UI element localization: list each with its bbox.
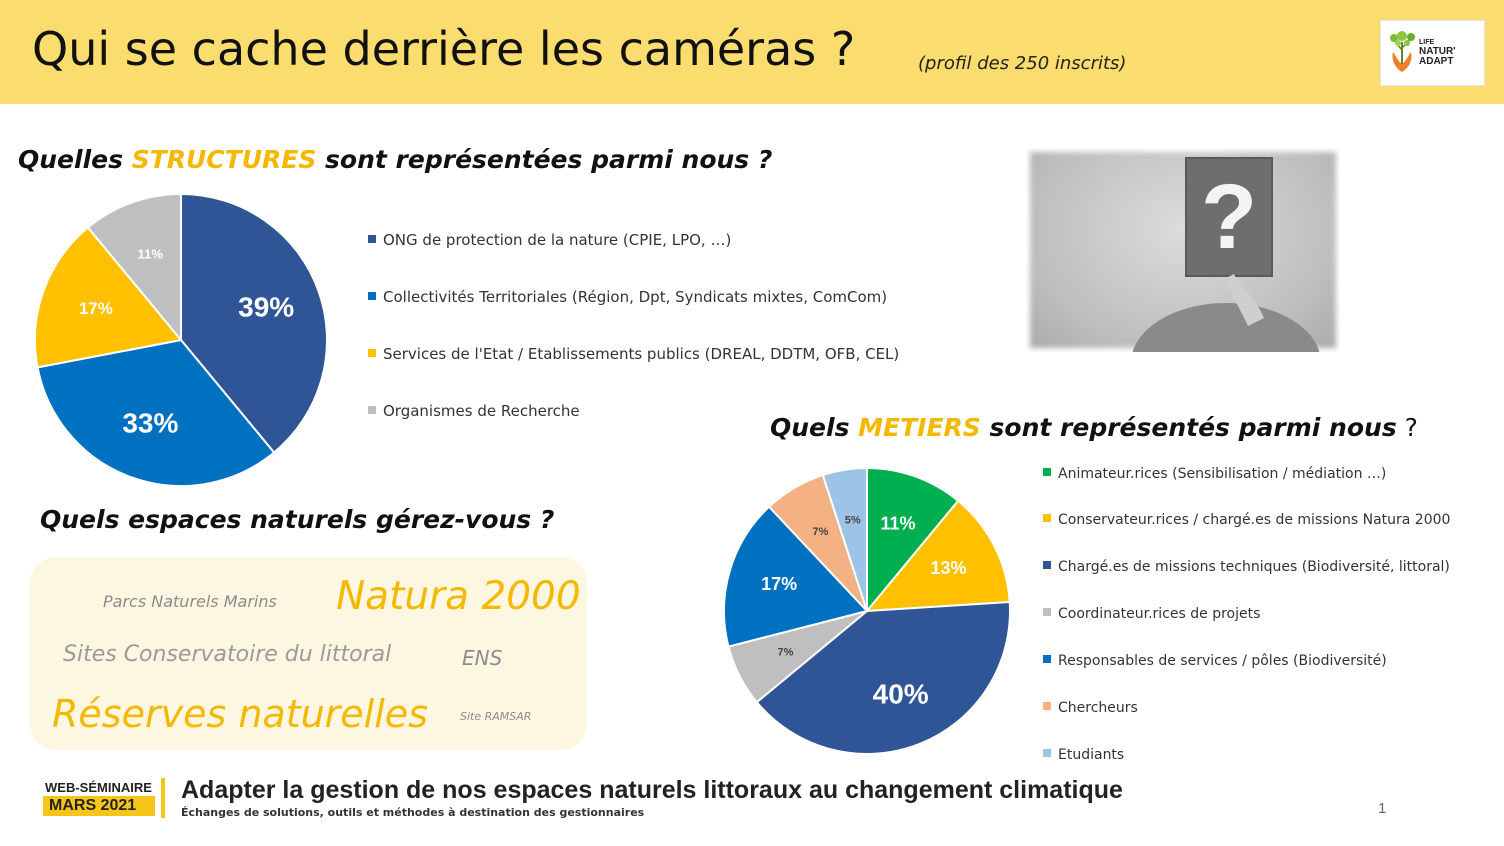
pie-slice [755, 600, 1011, 755]
pie-slice [864, 499, 1011, 613]
word-cloud-item: ENS [462, 646, 503, 670]
word-cloud-item: Site RAMSAR [460, 710, 532, 723]
word-cloud-item: Parcs Naturels Marins [103, 592, 277, 611]
title-bar: Qui se cache derrière les caméras ? (pro… [0, 0, 1504, 104]
metiers-pie-chart: 11% 13% 40% 7% 17% 7% 5% [723, 466, 1011, 755]
legend-label: Chargé.es de missions techniques (Biodiv… [1058, 559, 1450, 575]
structures-pie-chart: 39% 33% 17% 11% [34, 192, 328, 487]
pie-slice-label: 40% [873, 678, 929, 709]
legend-swatch [1043, 655, 1051, 663]
footer-divider [161, 778, 165, 818]
pie-slice-label: 17% [79, 299, 113, 318]
metiers-legend-item: Responsables de services / pôles (Biodiv… [1043, 653, 1387, 669]
legend-swatch [1043, 468, 1051, 476]
legend-label: Etudiants [1058, 747, 1125, 763]
structures-heading-accent: STRUCTURES [131, 145, 317, 174]
logo-line-1: LIFE [1419, 39, 1435, 46]
metiers-heading: Quels METIERS sont représentés parmi nou… [770, 413, 1418, 442]
pie-slice-label: 11% [138, 246, 164, 261]
pie-slice-label: 11% [880, 514, 915, 534]
badge-top-label: WEB-SÉMINAIRE [45, 780, 152, 795]
person-holding-question-card-icon: ? [1132, 157, 1320, 352]
metiers-legend-item: Chercheurs [1043, 700, 1138, 716]
word-cloud-item: Sites Conservatoire du littoral [63, 642, 392, 667]
tree-hand-icon [1390, 31, 1415, 72]
legend-label: Coordinateur.rices de projets [1058, 606, 1261, 622]
footer-subtitle: Échanges de solutions, outils et méthode… [181, 806, 645, 819]
pie-slice-label: 5% [845, 515, 861, 527]
metiers-legend-item: Conservateur.rices / chargé.es de missio… [1043, 512, 1450, 528]
legend-label: Chercheurs [1058, 700, 1138, 716]
legend-label: Collectivités Territoriales (Région, Dpt… [383, 288, 888, 306]
structures-heading: Quelles STRUCTURES sont représentées par… [18, 145, 772, 174]
legend-swatch [368, 349, 376, 357]
structures-legend-item: Services de l'Etat / Etablissements publ… [368, 345, 899, 363]
structures-legend-item: Collectivités Territoriales (Région, Dpt… [368, 288, 887, 306]
page-subtitle: (profil des 250 inscrits) [918, 53, 1127, 74]
structures-heading-pre: Quelles [18, 145, 132, 174]
legend-label: ONG de protection de la nature (CPIE, LP… [383, 231, 732, 249]
logo-line-3: ADAPT [1419, 56, 1454, 67]
metiers-legend-item: Animateur.rices (Sensibilisation / média… [1043, 466, 1386, 482]
structures-legend-item: ONG de protection de la nature (CPIE, LP… [368, 231, 731, 249]
pie-slice [36, 338, 276, 487]
question-glyph: ? [1201, 166, 1257, 268]
pie-slice [180, 192, 328, 454]
word-cloud-item: Natura 2000 [336, 574, 581, 619]
pie-slice [821, 466, 868, 612]
pie-slice [86, 192, 182, 343]
legend-label: Organismes de Recherche [383, 402, 580, 420]
legend-label: Services de l'Etat / Etablissements publ… [383, 345, 900, 363]
metiers-legend-item: Etudiants [1043, 747, 1124, 763]
pie-slice-label: 39% [238, 292, 294, 323]
logo-line-2: NATUR' [1419, 46, 1456, 57]
logo-text: LIFE NATUR' ADAPT [1419, 39, 1456, 67]
legend-swatch [1043, 608, 1051, 616]
pie-slice [866, 466, 960, 614]
pie-slice [723, 505, 869, 648]
legend-swatch [368, 406, 376, 414]
footer-title: Adapter la gestion de nos espaces nature… [181, 776, 1123, 804]
pie-slice-label: 7% [778, 646, 794, 658]
pie-slice-label: 33% [122, 408, 178, 439]
legend-swatch [368, 292, 376, 300]
web-seminaire-badge: WEB-SÉMINAIRE MARS 2021 [43, 780, 155, 816]
metiers-legend-item: Coordinateur.rices de projets [1043, 606, 1260, 622]
structures-legend-item: Organismes de Recherche [368, 402, 580, 420]
legend-swatch [1043, 561, 1051, 569]
life-natur-adapt-logo: LIFE NATUR' ADAPT [1380, 20, 1485, 86]
page-number: 1 [1378, 800, 1387, 817]
pie-slice-label: 17% [761, 574, 797, 594]
legend-swatch [368, 235, 376, 243]
word-cloud: Parcs Naturels Marins Natura 2000 Sites … [30, 557, 587, 750]
question-mark-photo: ? [1026, 148, 1340, 352]
legend-label: Responsables de services / pôles (Biodiv… [1058, 653, 1387, 669]
page-title: Qui se cache derrière les caméras ? [32, 22, 856, 76]
pie-slice [34, 226, 183, 369]
metiers-legend-item: Chargé.es de missions techniques (Biodiv… [1043, 559, 1450, 575]
legend-label: Animateur.rices (Sensibilisation / média… [1058, 466, 1387, 482]
pie-slice-label: 13% [931, 558, 967, 578]
structures-heading-post: sont représentées parmi nous ? [316, 145, 773, 174]
badge-date-label: MARS 2021 [43, 796, 155, 816]
legend-swatch [1043, 702, 1051, 710]
espaces-heading: Quels espaces naturels gérez-vous ? [40, 505, 555, 534]
metiers-heading-post: sont représentés parmi nous [980, 413, 1397, 442]
metiers-heading-end: ? [1396, 413, 1418, 442]
metiers-heading-accent: METIERS [858, 413, 981, 442]
legend-label: Conservateur.rices / chargé.es de missio… [1058, 512, 1451, 528]
legend-swatch [1043, 749, 1051, 757]
legend-swatch [1043, 514, 1051, 522]
word-cloud-item: Réserves naturelles [52, 692, 428, 736]
pie-slice-label: 7% [812, 526, 828, 538]
metiers-heading-pre: Quels [770, 413, 859, 442]
